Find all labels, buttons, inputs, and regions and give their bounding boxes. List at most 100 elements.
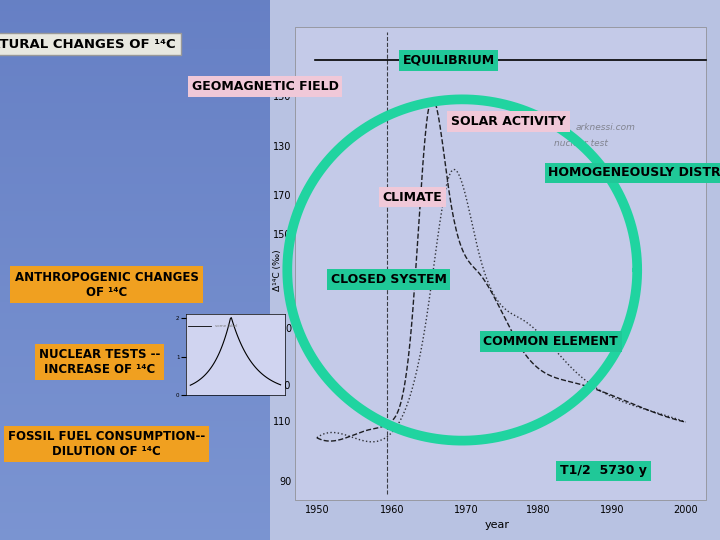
Bar: [0, 323, 270, 329]
Text: CLIMATE: CLIMATE: [383, 191, 442, 204]
Bar: [0, 161, 270, 167]
Bar: [0, 431, 270, 437]
Text: arknessi.com: arknessi.com: [576, 123, 636, 132]
Text: HOMOGENEOUSLY DISTR. 3UTED: HOMOGENEOUSLY DISTR. 3UTED: [549, 166, 720, 179]
Bar: [0, 502, 270, 508]
Bar: [0, 205, 270, 211]
Text: 0: 0: [285, 291, 292, 301]
Text: ANTHROPOGENIC CHANGES
OF ¹⁴C: ANTHROPOGENIC CHANGES OF ¹⁴C: [14, 271, 199, 299]
Bar: [0, 334, 270, 340]
Bar: [0, 534, 270, 540]
Bar: [0, 178, 270, 184]
Text: CLOSED SYSTEM: CLOSED SYSTEM: [331, 273, 446, 286]
Bar: [0, 43, 270, 49]
Bar: [0, 377, 270, 383]
Text: 130: 130: [273, 142, 292, 152]
Bar: [0, 448, 270, 454]
Bar: [0, 188, 270, 194]
Bar: [0, 134, 270, 140]
Text: FOSSIL FUEL CONSUMPTION--
DILUTION OF ¹⁴C: FOSSIL FUEL CONSUMPTION-- DILUTION OF ¹⁴…: [8, 430, 205, 458]
Bar: [0, 313, 270, 319]
Text: 110: 110: [273, 381, 292, 391]
Bar: [0, 32, 270, 38]
Bar: [0, 410, 270, 416]
FancyBboxPatch shape: [295, 27, 706, 500]
Bar: [0, 491, 270, 497]
Bar: [0, 421, 270, 427]
Bar: [0, 118, 270, 124]
Bar: [0, 485, 270, 491]
Bar: [0, 388, 270, 394]
Bar: [0, 172, 270, 178]
Bar: [0, 97, 270, 103]
Bar: [0, 145, 270, 151]
Bar: [0, 64, 270, 70]
Bar: [0, 496, 270, 502]
Bar: [0, 199, 270, 205]
Bar: [0, 442, 270, 448]
Bar: [0, 221, 270, 227]
Text: T1/2  5730 y: T1/2 5730 y: [560, 464, 647, 477]
Bar: [0, 383, 270, 389]
Bar: [0, 345, 270, 351]
Bar: [0, 86, 270, 92]
Bar: [0, 394, 270, 400]
Bar: [0, 512, 270, 518]
Bar: [0, 291, 270, 297]
Text: 170: 170: [273, 191, 292, 201]
Bar: [0, 48, 270, 54]
Text: 150: 150: [273, 230, 292, 240]
Bar: [0, 5, 270, 11]
Bar: [0, 280, 270, 286]
Bar: [0, 226, 270, 232]
Bar: [0, 232, 270, 238]
Bar: [0, 151, 270, 157]
Bar: [0, 269, 270, 275]
Bar: [0, 458, 270, 464]
Bar: [0, 183, 270, 189]
Bar: [0, 480, 270, 486]
Bar: [0, 404, 270, 410]
Bar: [0, 415, 270, 421]
Bar: [0, 75, 270, 81]
Text: 1950: 1950: [305, 505, 329, 515]
Bar: [0, 91, 270, 97]
Bar: [0, 372, 270, 378]
Bar: [0, 124, 270, 130]
Bar: [0, 37, 270, 43]
Bar: [0, 59, 270, 65]
Bar: [0, 210, 270, 216]
Text: NATURAL CHANGES OF ¹⁴C: NATURAL CHANGES OF ¹⁴C: [0, 38, 176, 51]
Bar: [0, 102, 270, 108]
Bar: [0, 318, 270, 324]
Bar: [0, 464, 270, 470]
Text: EQUILIBRIUM: EQUILIBRIUM: [402, 54, 495, 67]
Text: 1970: 1970: [454, 505, 478, 515]
Bar: [0, 215, 270, 221]
Bar: [0, 307, 270, 313]
FancyBboxPatch shape: [270, 0, 720, 540]
Bar: [0, 26, 270, 32]
Text: SOLAR ACTIVITY: SOLAR ACTIVITY: [451, 115, 566, 128]
Bar: [0, 469, 270, 475]
Bar: [0, 113, 270, 119]
Text: 1960: 1960: [380, 505, 405, 515]
Text: 130: 130: [273, 92, 292, 102]
Bar: [0, 107, 270, 113]
Bar: [0, 253, 270, 259]
Bar: [0, 194, 270, 200]
Text: NUCLEAR TESTS --
INCREASE OF ¹⁴C: NUCLEAR TESTS -- INCREASE OF ¹⁴C: [39, 348, 160, 376]
Text: 1990: 1990: [600, 505, 624, 515]
Text: nuclear test: nuclear test: [554, 139, 608, 148]
Bar: [0, 248, 270, 254]
Bar: [0, 367, 270, 373]
Bar: [0, 10, 270, 16]
Bar: [0, 0, 270, 5]
Bar: [0, 140, 270, 146]
Bar: [0, 340, 270, 346]
Bar: [0, 523, 270, 529]
Bar: [0, 475, 270, 481]
Bar: [0, 426, 270, 432]
Bar: [0, 80, 270, 86]
Bar: [0, 70, 270, 76]
